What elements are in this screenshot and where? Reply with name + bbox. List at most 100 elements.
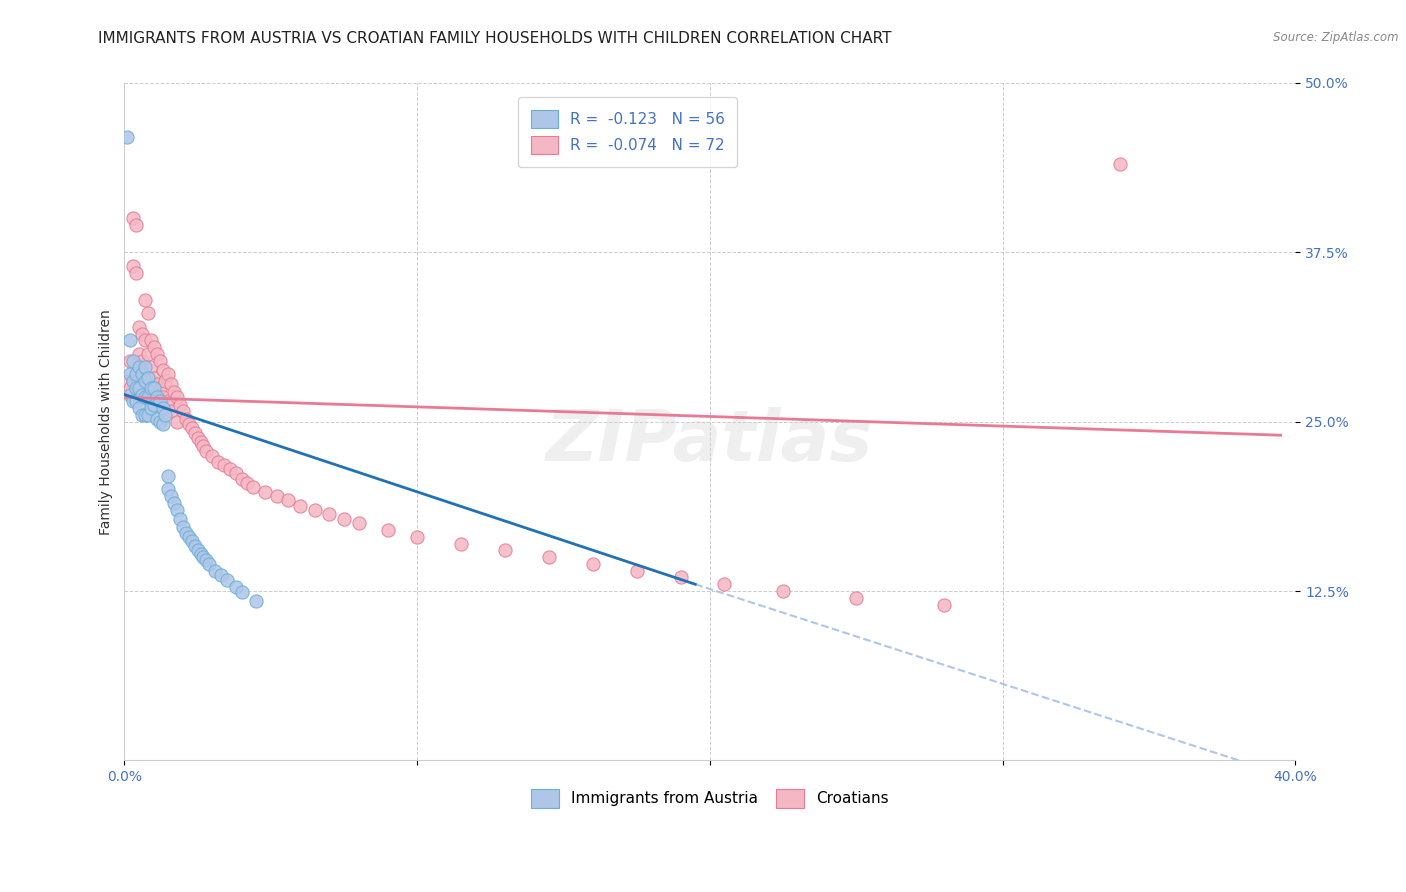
Point — [160, 404, 183, 418]
Point — [713, 577, 735, 591]
Point — [253, 485, 276, 500]
Point — [174, 525, 197, 540]
Point — [142, 398, 165, 412]
Point — [152, 401, 174, 416]
Point — [180, 533, 202, 548]
Point — [166, 415, 188, 429]
Point — [122, 211, 145, 226]
Point — [157, 468, 180, 483]
Point — [131, 353, 153, 368]
Point — [163, 384, 186, 399]
Point — [152, 390, 174, 404]
Point — [157, 368, 180, 382]
Point — [139, 381, 162, 395]
Point — [155, 374, 177, 388]
Point — [494, 543, 516, 558]
Point — [207, 455, 229, 469]
Point — [142, 371, 165, 385]
Point — [1108, 157, 1130, 171]
Point — [212, 458, 235, 472]
Point — [128, 401, 150, 416]
Y-axis label: Family Households with Children: Family Households with Children — [100, 309, 114, 534]
Point — [169, 398, 191, 412]
Point — [128, 319, 150, 334]
Point — [160, 376, 183, 391]
Point — [145, 390, 167, 404]
Point — [266, 489, 288, 503]
Point — [117, 130, 139, 145]
Point — [201, 449, 224, 463]
Text: IMMIGRANTS FROM AUSTRIA VS CROATIAN FAMILY HOUSEHOLDS WITH CHILDREN CORRELATION : IMMIGRANTS FROM AUSTRIA VS CROATIAN FAMI… — [98, 31, 891, 46]
Point — [139, 334, 162, 348]
Point — [932, 598, 955, 612]
Point — [125, 394, 148, 409]
Point — [209, 567, 232, 582]
Point — [120, 353, 142, 368]
Point — [190, 548, 212, 562]
Point — [304, 502, 326, 516]
Point — [136, 306, 159, 320]
Point — [215, 573, 238, 587]
Point — [136, 371, 159, 385]
Point — [131, 408, 153, 422]
Point — [187, 431, 209, 445]
Point — [134, 334, 156, 348]
Point — [139, 360, 162, 375]
Point — [318, 507, 340, 521]
Point — [131, 326, 153, 341]
Point — [136, 390, 159, 404]
Point — [145, 376, 167, 391]
Point — [190, 434, 212, 449]
Point — [142, 381, 165, 395]
Point — [134, 293, 156, 307]
Point — [669, 570, 692, 584]
Point — [236, 475, 259, 490]
Point — [125, 368, 148, 382]
Point — [142, 340, 165, 354]
Point — [218, 462, 240, 476]
Point — [120, 334, 142, 348]
Point — [195, 444, 218, 458]
Point — [333, 512, 356, 526]
Point — [139, 401, 162, 416]
Point — [149, 353, 172, 368]
Point — [134, 374, 156, 388]
Point — [172, 520, 194, 534]
Point — [166, 390, 188, 404]
Point — [177, 417, 200, 432]
Point — [225, 466, 247, 480]
Point — [377, 523, 399, 537]
Point — [163, 496, 186, 510]
Point — [174, 412, 197, 426]
Point — [134, 390, 156, 404]
Point — [772, 584, 794, 599]
Point — [122, 353, 145, 368]
Point — [134, 360, 156, 375]
Point — [145, 347, 167, 361]
Point — [120, 387, 142, 401]
Point — [288, 499, 311, 513]
Point — [128, 347, 150, 361]
Point — [125, 266, 148, 280]
Point — [136, 408, 159, 422]
Point — [193, 439, 215, 453]
Point — [117, 374, 139, 388]
Point — [145, 412, 167, 426]
Point — [845, 591, 868, 605]
Point — [204, 564, 226, 578]
Point — [231, 472, 253, 486]
Point — [134, 408, 156, 422]
Point — [347, 516, 370, 531]
Point — [245, 593, 267, 607]
Point — [152, 363, 174, 377]
Point — [198, 557, 221, 571]
Point — [125, 381, 148, 395]
Point — [136, 347, 159, 361]
Point — [122, 394, 145, 409]
Point — [183, 539, 205, 553]
Point — [155, 408, 177, 422]
Point — [122, 374, 145, 388]
Point — [172, 404, 194, 418]
Point — [195, 553, 218, 567]
Point — [277, 493, 299, 508]
